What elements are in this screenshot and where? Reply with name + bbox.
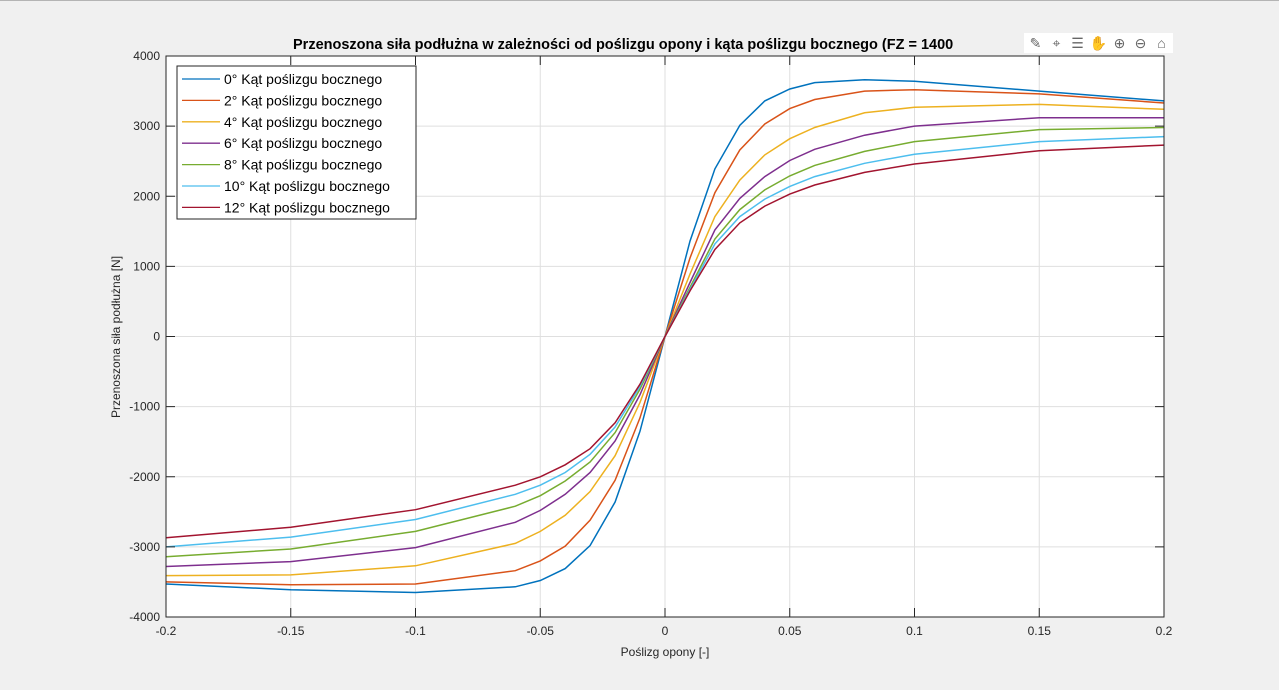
pan-icon[interactable]: ✋: [1089, 34, 1108, 51]
y-tick-label: -1000: [129, 400, 160, 414]
axes-toolbar: ✎ ⌖ ☰ ✋ ⊕ ⊖ ⌂: [1024, 33, 1173, 53]
legend-entry-label: 8° Kąt poślizgu bocznego: [224, 157, 382, 173]
legend-icon[interactable]: ☰: [1071, 34, 1084, 51]
x-axis-label: Poślizg opony [-]: [621, 645, 710, 659]
x-tick-label: 0: [662, 624, 669, 638]
series-line-3: [165, 116, 1164, 568]
x-tick-label: -0.05: [527, 624, 555, 638]
x-tick-label: -0.2: [156, 624, 177, 638]
series-line-0: [165, 79, 1165, 594]
series-line-1: [165, 88, 1165, 586]
y-tick-label: 2000: [133, 189, 160, 203]
x-tick-label: -0.15: [277, 624, 305, 638]
legend[interactable]: 0° Kąt poślizgu bocznego 2° Kąt poślizgu …: [176, 65, 417, 220]
zoom-in-icon[interactable]: ⊕: [1113, 34, 1126, 51]
zoom-out-icon[interactable]: ⊖: [1134, 34, 1147, 51]
series-line-6: [165, 144, 1165, 539]
legend-entry-label: 4° Kąt poślizgu bocznego: [224, 114, 382, 130]
legend-entry-label: 6° Kąt poślizgu bocznego: [224, 135, 382, 151]
y-tick-label: 0: [153, 330, 160, 344]
x-tick-label: 0.15: [1028, 624, 1052, 638]
x-tick-label: 0.05: [778, 624, 802, 638]
series-line-2: [165, 103, 1165, 577]
chart-title: Przenoszona siła podłużna w zależności o…: [293, 37, 953, 53]
y-axis-label: Przenoszona siła podłużna [N]: [109, 256, 123, 418]
x-tick-label: 0.1: [906, 624, 923, 638]
y-tick-label: -2000: [129, 470, 160, 484]
y-tick-label: 3000: [133, 119, 160, 133]
legend-entry-label: 2° Kąt poślizgu bocznego: [224, 92, 382, 108]
y-tick-label: 1000: [133, 259, 160, 273]
legend-entry-label: 10° Kąt poślizgu bocznego: [224, 178, 390, 194]
x-tick-label: 0.2: [1156, 624, 1173, 638]
legend-box: [176, 65, 417, 220]
legend-entry-label: 12° Kąt poślizgu bocznego: [224, 199, 390, 215]
x-tick-label: -0.1: [405, 624, 426, 638]
legend-entry-label: 0° Kąt poślizgu bocznego: [224, 71, 382, 87]
y-tick-label: -4000: [129, 610, 160, 624]
data-tips-icon[interactable]: ⌖: [1052, 34, 1061, 51]
y-tick-label: -3000: [129, 540, 160, 554]
home-icon[interactable]: ⌂: [1157, 35, 1166, 51]
series-lines: [165, 79, 1165, 594]
y-tick-label: 4000: [133, 49, 160, 63]
brush-icon[interactable]: ✎: [1029, 34, 1042, 51]
ticks: -0.2 -0.15 -0.1 -0.05 0 0.05 0.1 0.15 0.2 -4000 -3…: [129, 49, 1172, 638]
